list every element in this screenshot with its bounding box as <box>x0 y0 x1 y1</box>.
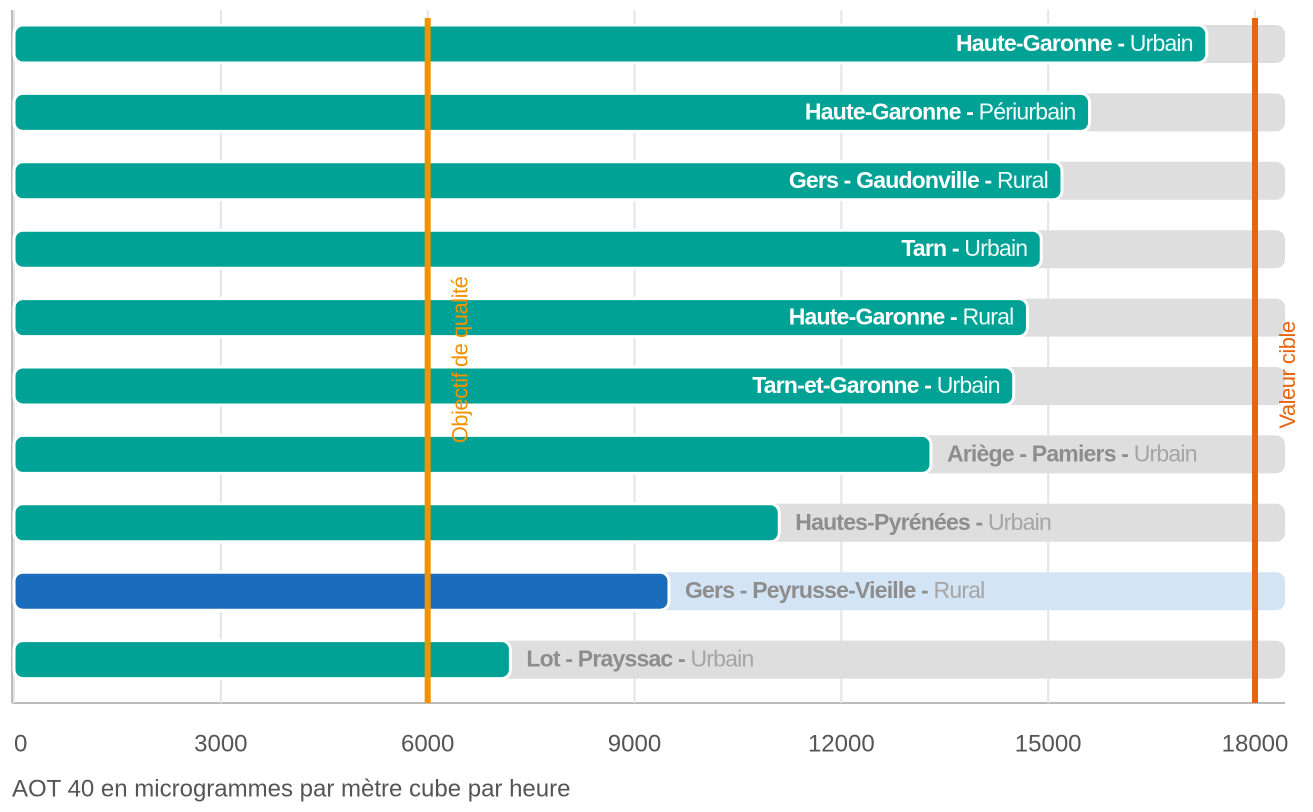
bar <box>12 502 781 544</box>
bar-label: Lot - Prayssac - Urbain <box>526 646 753 672</box>
bar <box>12 433 933 475</box>
bar-label: Ariège - Pamiers - Urbain <box>947 440 1197 466</box>
x-tick-label: 3000 <box>194 730 247 757</box>
bar <box>12 297 1029 339</box>
bar-label: Tarn-et-Garonne - Urbain <box>752 372 999 398</box>
bar <box>12 639 512 681</box>
bar <box>12 23 1209 65</box>
x-axis-title: AOT 40 en microgrammes par mètre cube pa… <box>12 775 570 802</box>
reference-label: Valeur cible <box>1275 321 1300 429</box>
x-tick-label: 0 <box>14 730 27 757</box>
bar <box>12 365 1016 407</box>
x-tick-label: 12000 <box>808 730 875 757</box>
bar-label: Tarn - Urbain <box>901 235 1027 261</box>
bar-label: Gers - Peyrusse-Vieille - Rural <box>685 577 985 603</box>
bar <box>12 570 671 612</box>
x-tick-label: 15000 <box>1015 730 1082 757</box>
x-tick-label: 18000 <box>1222 730 1289 757</box>
bar-label: Hautes-Pyrénées - Urbain <box>795 509 1051 535</box>
x-tick-label: 9000 <box>608 730 661 757</box>
bar <box>12 91 1092 133</box>
bar-label: Gers - Gaudonville - Rural <box>789 167 1048 193</box>
reference-label: Objectif de qualité <box>447 276 472 443</box>
x-tick-label: 6000 <box>401 730 454 757</box>
bar-label: Haute-Garonne - Rural <box>789 304 1014 330</box>
bar-label: Haute-Garonne - Urbain <box>956 30 1193 56</box>
bar <box>12 228 1043 270</box>
bar <box>12 160 1064 202</box>
bar-label: Haute-Garonne - Périurbain <box>805 98 1076 124</box>
